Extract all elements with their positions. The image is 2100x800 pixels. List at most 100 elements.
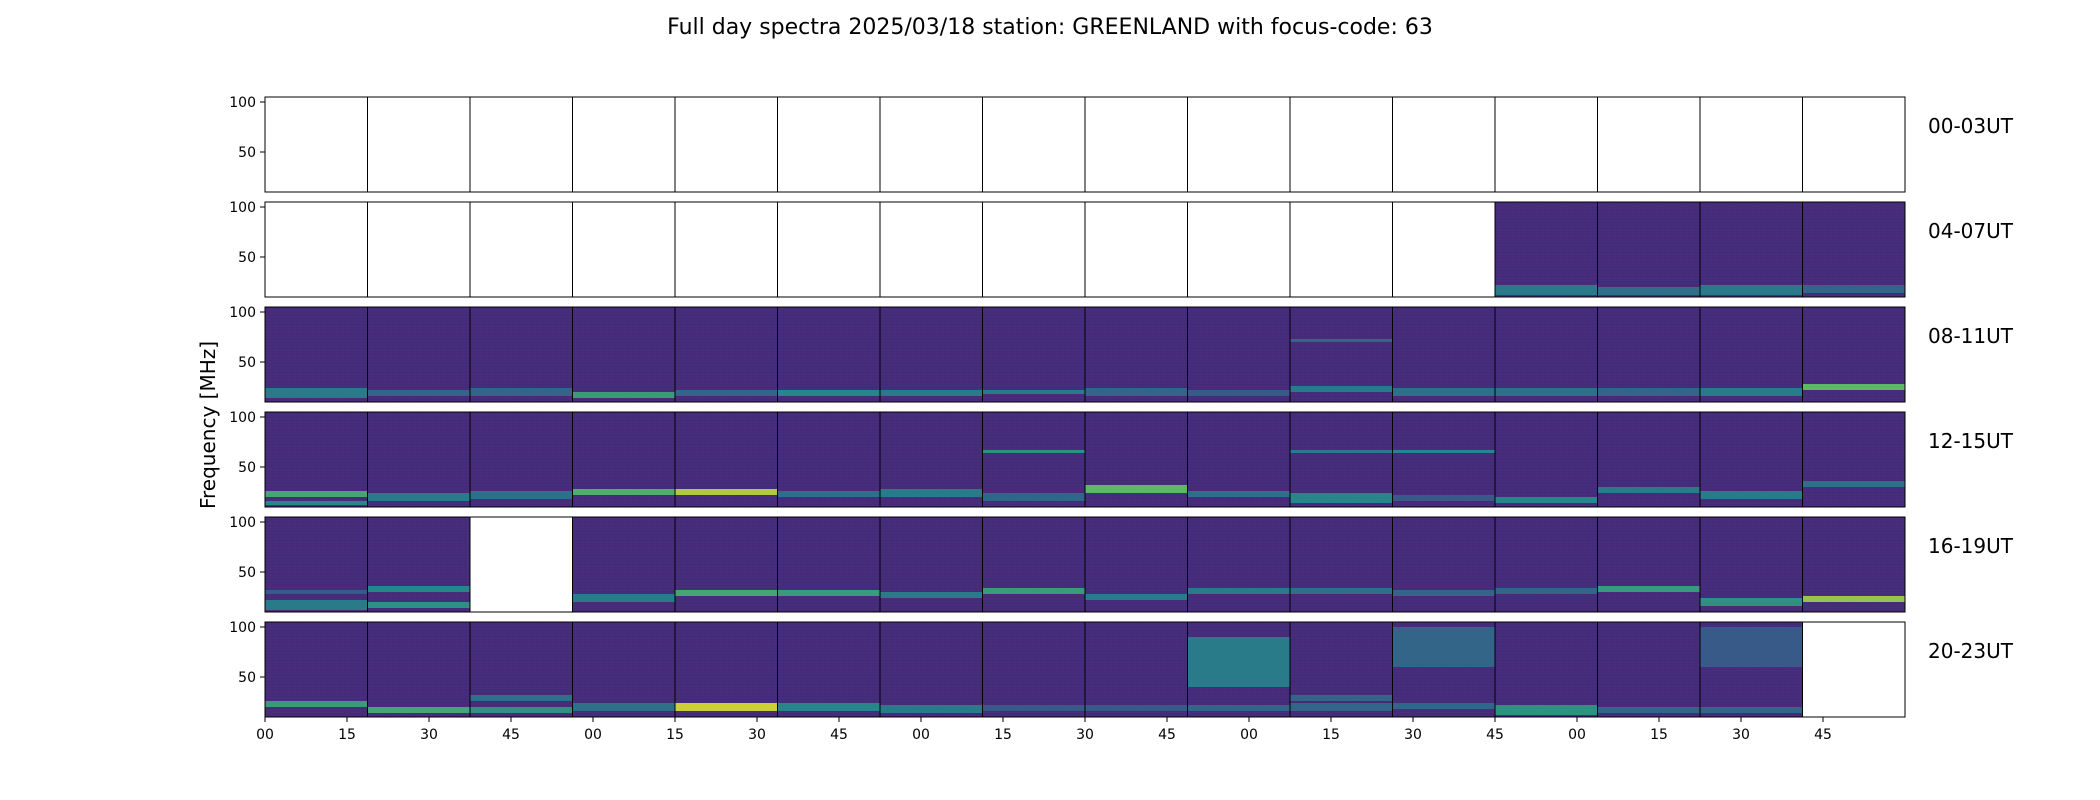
spectrum-texture [982,517,1085,612]
spectrum-panel [674,306,778,403]
spectrum-band [1700,285,1803,295]
spectrum-texture [1290,622,1393,717]
spectrum-texture [1392,517,1495,612]
spectrum-panel [469,96,573,193]
spectrum-texture [777,622,880,717]
spectrum-panel [367,621,471,718]
spectrum-band [1700,627,1803,667]
spectrum-texture [470,622,573,717]
x-tick-label: 30 [420,727,438,743]
y-tick-label: 50 [238,145,256,161]
spectrum-texture [265,517,368,612]
spectrum-band [1495,497,1598,503]
spectrum-panel [1392,411,1496,508]
spectrum-panel [879,201,983,298]
spectrum-panel [1494,96,1598,193]
spectrum-band [572,594,675,602]
spectrum-band [470,491,573,499]
x-tick-label: 15 [666,727,684,743]
empty-panel [1187,97,1290,192]
x-tick-label: 15 [338,727,356,743]
spectrum-band [367,586,470,592]
spectrum-panel [1392,306,1496,403]
spectrum-panel [982,516,1086,613]
spectrum-panel [879,96,983,193]
spectrum-band [1187,588,1290,594]
row-label: 16-19UT [1928,534,2014,558]
spectrum-band [367,602,470,608]
spectrum-band [1290,339,1393,342]
spectrum-panel [1289,306,1393,403]
spectrum-band [1802,481,1905,487]
spectrum-texture [470,307,573,402]
spectrum-band [982,450,1085,453]
spectrum-panel [1187,96,1291,193]
row-label: 04-07UT [1928,219,2014,243]
empty-panel [880,202,983,297]
spectrum-texture [880,307,983,402]
spectrum-panel [982,201,1086,298]
spectrum-band [265,388,368,398]
spectrum-texture [1700,517,1803,612]
spectrum-panel [982,411,1086,508]
spectrum-texture [1085,622,1188,717]
row-label: 08-11UT [1928,324,2014,348]
y-tick-label: 50 [238,565,256,581]
panel-frame [1802,201,1906,298]
y-tick-label: 50 [238,670,256,686]
spectrum-band [880,705,983,713]
spectrum-panel [1392,96,1496,193]
spectrum-band [1700,707,1803,713]
spectrum-panel [264,621,368,718]
y-tick-label: 100 [229,95,256,111]
spectrum-panel [1597,306,1701,403]
spectrum-band [1187,705,1290,711]
spectrum-panel [1084,621,1188,718]
empty-panel [1085,97,1188,192]
x-tick-label: 45 [1814,727,1832,743]
spectrum-texture [367,517,470,612]
spectrum-band [777,491,880,497]
spectrum-panel [1802,201,1906,298]
spectrum-panel [1699,96,1803,193]
spectrum-panel [1187,306,1291,403]
spectrum-panel [1084,306,1188,403]
y-tick-label: 50 [238,250,256,266]
spectrum-panel [1802,411,1906,508]
spectrum-panel [1392,621,1496,718]
empty-panel [675,202,778,297]
spectrum-panel [367,516,471,613]
panel-frame [1802,306,1906,403]
spectrum-texture [1802,412,1905,507]
spectrum-panel [1802,306,1906,403]
spectrum-panel [1084,411,1188,508]
spectrum-texture [1802,202,1905,297]
spectrum-texture [1495,307,1598,402]
spectrum-band [777,703,880,711]
spectrum-panel [1084,96,1188,193]
x-tick-label: 00 [1240,727,1258,743]
spectrum-texture [675,622,778,717]
empty-panel [982,97,1085,192]
spectrum-panel [674,411,778,508]
spectrum-band [880,390,983,396]
spectrum-panel [1699,306,1803,403]
spectrum-band [1187,491,1290,497]
spectrum-panel [1802,96,1906,193]
spectrum-panel [1597,411,1701,508]
spectrum-band [1290,386,1393,392]
x-tick-label: 30 [748,727,766,743]
spectrum-texture [1392,307,1495,402]
empty-panel [1392,97,1495,192]
spectrum-panel [1187,621,1291,718]
empty-panel [572,97,675,192]
panel-frame [1802,621,1906,718]
spectrum-texture [1700,202,1803,297]
spectrum-band [470,388,573,396]
spectrum-texture [1187,307,1290,402]
spectrum-band [1290,695,1393,701]
spectrum-band [982,705,1085,711]
empty-panel [470,202,573,297]
empty-panel [1700,97,1803,192]
